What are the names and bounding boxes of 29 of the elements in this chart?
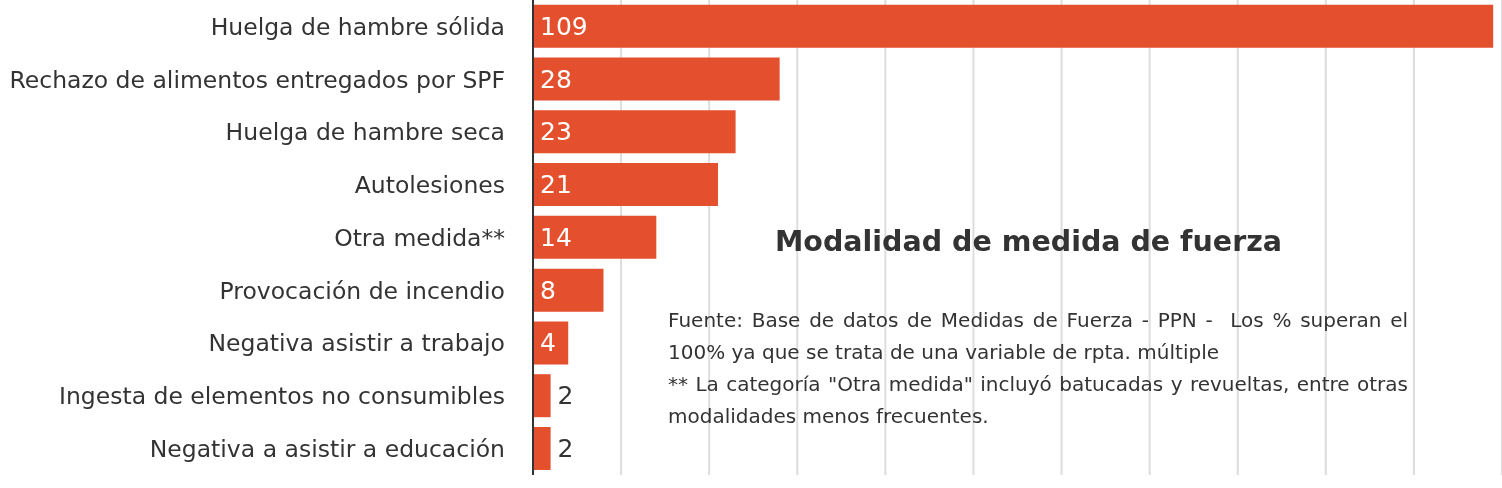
annotation: Fuente: Base de datos de Medidas de Fuerza - PPN - Los % superan el 100% ya que se trata de una variable de rpta. múltiple <box>668 307 1408 366</box>
bar <box>533 426 551 470</box>
y-tick-label: Otra medida** <box>334 223 506 252</box>
data-label: 14 <box>540 222 572 252</box>
data-label: 2 <box>557 381 574 411</box>
bar <box>533 374 551 418</box>
bar <box>533 268 604 312</box>
y-tick-label: Negativa asistir a trabajo <box>208 329 505 358</box>
annotation: ** La categoría "Otra medida" incluyó batucadas y revueltas, entre otras modalidades menos frecuentes. <box>668 371 1408 430</box>
y-tick-label: Huelga de hambre sólida <box>210 12 505 41</box>
bar <box>533 4 1494 48</box>
y-tick-label: Autolesiones <box>354 171 505 200</box>
data-label: 21 <box>540 170 572 200</box>
bar <box>533 110 736 154</box>
data-label: 4 <box>540 328 556 358</box>
text: Modalidad de medida de fuerza <box>775 225 1283 258</box>
bar <box>533 57 780 101</box>
bar <box>533 163 718 207</box>
data-label: 2 <box>557 433 574 463</box>
y-tick-label: Ingesta de elementos no consumibles <box>58 382 505 411</box>
y-tick-label: Huelga de hambre seca <box>225 118 505 147</box>
y-tick-label: Negativa a asistir a educación <box>149 434 505 463</box>
bar <box>533 215 657 259</box>
data-label: 8 <box>540 275 556 305</box>
data-label: 28 <box>540 64 572 94</box>
data-label: 109 <box>540 11 588 41</box>
data-label: 23 <box>540 117 572 147</box>
y-tick-label: Rechazo de alimentos entregados por SPF <box>9 65 505 94</box>
y-tick-label: Provocación de incendio <box>219 276 505 305</box>
